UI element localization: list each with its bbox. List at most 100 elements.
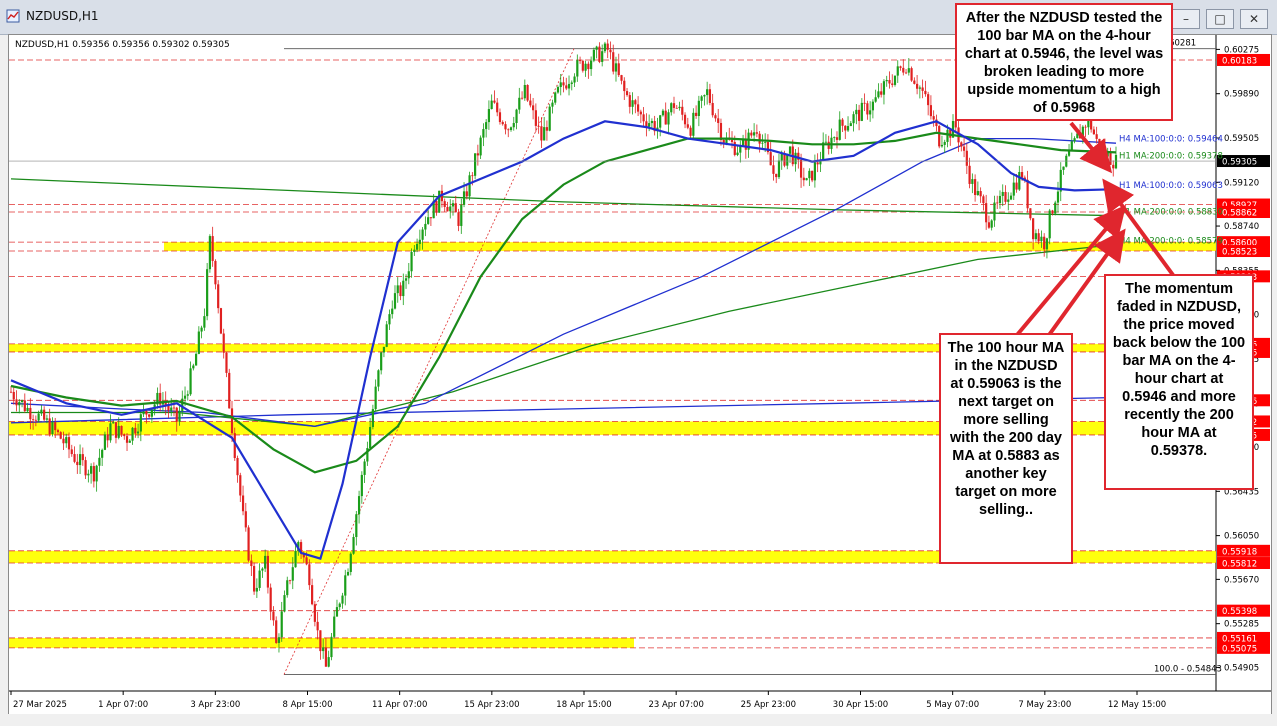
candle-body bbox=[1076, 133, 1079, 139]
candle-body bbox=[178, 410, 181, 422]
candle-body bbox=[860, 102, 863, 121]
candle-body bbox=[43, 409, 46, 420]
candle-body bbox=[465, 191, 468, 197]
candle-body bbox=[979, 191, 982, 197]
candle-body bbox=[391, 308, 394, 315]
candle-body bbox=[443, 201, 446, 207]
candle-body bbox=[236, 457, 239, 476]
candle-body bbox=[1109, 152, 1112, 165]
ma-label: D1 MA:200:0:0: 0.58830 bbox=[1119, 208, 1223, 218]
candle-body bbox=[1023, 177, 1026, 180]
candle-body bbox=[1051, 210, 1054, 214]
candle-body bbox=[1012, 182, 1015, 196]
candle-body bbox=[675, 107, 678, 109]
candle-body bbox=[554, 92, 557, 103]
candle-body bbox=[1048, 210, 1051, 239]
candle-body bbox=[504, 124, 507, 130]
candle-body bbox=[1018, 172, 1021, 190]
candle-body bbox=[1095, 134, 1098, 139]
candle-body bbox=[435, 200, 438, 213]
candle-body bbox=[1056, 191, 1060, 203]
close-icon: ✕ bbox=[1248, 12, 1260, 26]
candle-body bbox=[603, 43, 607, 52]
candle-body bbox=[1009, 195, 1013, 200]
candle-body bbox=[117, 425, 120, 438]
candle-body bbox=[835, 137, 839, 140]
candle-body bbox=[1045, 238, 1049, 250]
candle-body bbox=[661, 110, 665, 116]
candle-body bbox=[239, 475, 242, 496]
candle-body bbox=[40, 409, 43, 414]
candle-body bbox=[811, 170, 814, 181]
x-tick-label: 18 Apr 15:00 bbox=[556, 700, 611, 710]
candle-body bbox=[225, 352, 228, 373]
candle-body bbox=[935, 119, 938, 127]
candle-body bbox=[194, 353, 198, 366]
candle-body bbox=[1062, 166, 1065, 170]
candle-body bbox=[725, 137, 728, 144]
candle-body bbox=[636, 104, 640, 112]
candle-body bbox=[672, 103, 676, 108]
candle-body bbox=[131, 427, 134, 441]
candle-body bbox=[261, 568, 264, 571]
candle-body bbox=[965, 150, 968, 166]
candle-body bbox=[703, 95, 706, 97]
candle-body bbox=[595, 46, 598, 50]
candle-body bbox=[415, 243, 419, 250]
candle-body bbox=[352, 537, 355, 554]
candle-body bbox=[244, 511, 247, 528]
candle-body bbox=[156, 392, 159, 405]
x-tick-label: 8 Apr 15:00 bbox=[282, 700, 332, 710]
candle-body bbox=[48, 418, 51, 435]
candle-body bbox=[211, 236, 214, 261]
restore-button[interactable]: □ bbox=[1206, 9, 1234, 29]
candle-body bbox=[565, 85, 568, 89]
candle-body bbox=[650, 120, 653, 124]
candle-body bbox=[628, 95, 631, 107]
candle-body bbox=[824, 141, 828, 143]
candle-body bbox=[432, 200, 435, 219]
candle-body bbox=[902, 67, 905, 73]
candle-body bbox=[708, 89, 712, 103]
candle-body bbox=[418, 239, 421, 244]
candle-body bbox=[700, 96, 703, 101]
candle-body bbox=[206, 269, 209, 317]
minimize-button[interactable]: – bbox=[1172, 9, 1200, 29]
candle-body bbox=[322, 647, 325, 652]
price-label-box bbox=[1217, 641, 1270, 654]
candle-body bbox=[841, 119, 844, 126]
candle-body bbox=[76, 461, 79, 466]
candle-body bbox=[1043, 236, 1046, 250]
candle-body bbox=[1007, 199, 1010, 202]
candle-body bbox=[899, 66, 902, 68]
support-resistance-zone bbox=[9, 343, 1216, 352]
candle-body bbox=[518, 97, 521, 110]
close-button[interactable]: ✕ bbox=[1240, 9, 1268, 29]
x-tick-label: 11 Apr 07:00 bbox=[372, 700, 427, 710]
candle-body bbox=[761, 142, 764, 144]
candle-body bbox=[623, 80, 626, 92]
candle-body bbox=[462, 191, 466, 205]
support-resistance-zone bbox=[164, 242, 1216, 252]
candle-body bbox=[12, 391, 15, 400]
price-chart[interactable]: NZDUSD,H1 0.59356 0.59356 0.59302 0.5930… bbox=[9, 35, 1271, 715]
candle-body bbox=[625, 91, 629, 96]
candle-body bbox=[404, 278, 408, 281]
candle-body bbox=[109, 423, 112, 441]
candle-body bbox=[56, 430, 60, 433]
candle-body bbox=[788, 146, 792, 154]
candle-body bbox=[18, 402, 21, 406]
candle-body bbox=[335, 607, 339, 617]
candle-body bbox=[1059, 169, 1062, 192]
candle-body bbox=[747, 132, 750, 150]
candle-body bbox=[634, 100, 637, 105]
chart-area[interactable]: NZDUSD,H1 0.59356 0.59356 0.59302 0.5930… bbox=[8, 34, 1272, 716]
ma-label: H1 MA:100:0:0: 0.59063 bbox=[1119, 181, 1223, 191]
candle-body bbox=[313, 604, 316, 622]
candle-body bbox=[294, 550, 297, 568]
candle-body bbox=[120, 425, 123, 435]
x-tick-label: 27 Mar 2025 bbox=[13, 700, 67, 710]
y-tick-label: 0.58740 bbox=[1224, 222, 1259, 232]
candle-body bbox=[620, 75, 623, 81]
candle-body bbox=[192, 365, 195, 369]
